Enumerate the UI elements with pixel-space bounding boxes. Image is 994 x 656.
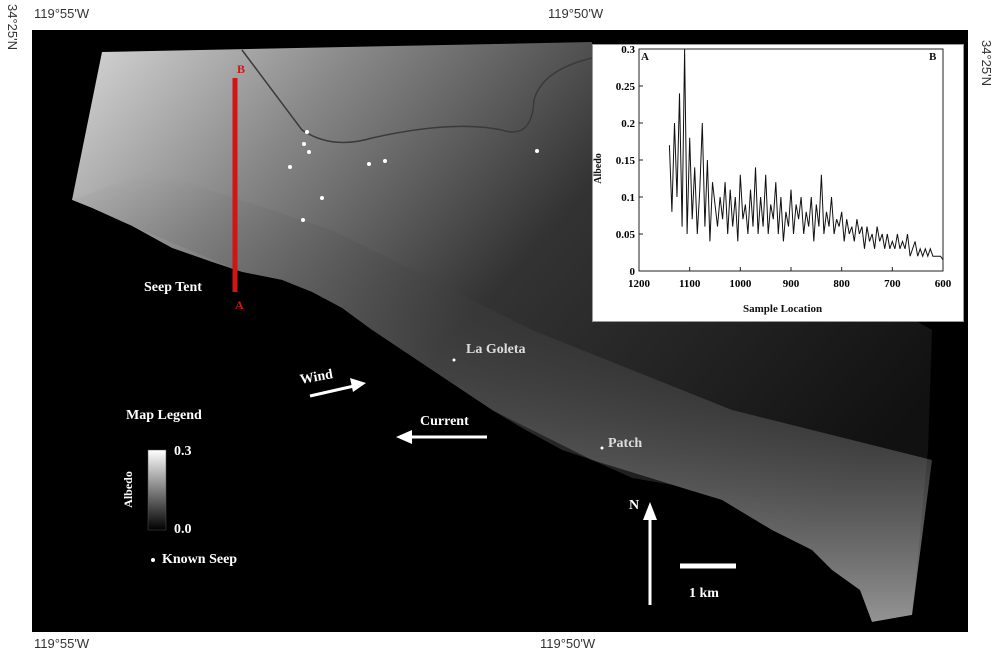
lat-label-right: 34°25'N [979, 40, 994, 86]
lon-label-bottom-left: 119°55'W [34, 636, 90, 651]
track-line [241, 49, 593, 144]
legend-title: Map Legend [126, 408, 202, 423]
y-tick-label: 0.3 [621, 45, 635, 56]
current-arrow [396, 430, 487, 444]
y-tick-label: 0.25 [616, 81, 636, 93]
chart-x-label: Sample Location [743, 303, 823, 315]
y-tick-label: 0.2 [621, 118, 635, 130]
legend-colorbar [147, 449, 167, 531]
y-tick-label: 0.05 [616, 229, 636, 241]
x-tick-label: 800 [833, 278, 850, 290]
profile-plot: 1200 1100 1000 900 800 700 600 0 0.05 0.1 0.15 0.2 0… [616, 45, 952, 290]
north-label: N [629, 498, 640, 513]
chart-corner-b: B [929, 51, 937, 63]
north-arrow [643, 502, 657, 605]
lon-label-top-center: 119°50'W [548, 6, 604, 21]
chart-corner-a: A [641, 51, 649, 63]
x-tick-label: 900 [783, 278, 800, 290]
x-tick-label: 700 [884, 278, 901, 290]
land [32, 198, 912, 632]
scale-label: 1 km [689, 586, 719, 601]
x-tick-label: 1000 [729, 278, 752, 290]
y-tick-label: 0 [630, 266, 636, 278]
legend-max: 0.3 [174, 444, 192, 459]
legend-axis-label: Albedo [120, 471, 135, 508]
albedo-series-line [668, 48, 944, 261]
transect-label-b: B [237, 62, 246, 76]
map-graphic [32, 42, 932, 632]
transect-label-a: A [235, 298, 244, 312]
albedo-map: B A Seep Tent La Goleta Patch Wind Curre… [32, 30, 968, 632]
chart-y-label: Albedo [592, 153, 604, 184]
la-goleta-label: La Goleta [466, 342, 526, 357]
y-tick-label: 0.1 [621, 192, 635, 204]
legend-seep-label: Known Seep [162, 552, 238, 567]
patch-label: Patch [608, 436, 643, 451]
legend-seep-dot [151, 558, 155, 562]
lon-label-bottom-center: 119°50'W [540, 636, 596, 651]
y-tick-label: 0.15 [616, 155, 636, 167]
known-seeps [288, 130, 604, 450]
current-label: Current [420, 414, 469, 429]
x-tick-label: 1200 [628, 278, 651, 290]
lat-label-left: 34°25'N [5, 4, 20, 50]
albedo-profile-chart: 1200 1100 1000 900 800 700 600 0 0.05 0.1 0.15 0.2 0… [592, 44, 964, 322]
x-tick-label: 1100 [679, 278, 701, 290]
x-tick-label: 600 [935, 278, 952, 290]
lon-label-top-left: 119°55'W [34, 6, 90, 21]
legend-min: 0.0 [174, 522, 192, 537]
wind-arrow [309, 378, 366, 398]
seep-tent-label: Seep Tent [144, 280, 202, 295]
